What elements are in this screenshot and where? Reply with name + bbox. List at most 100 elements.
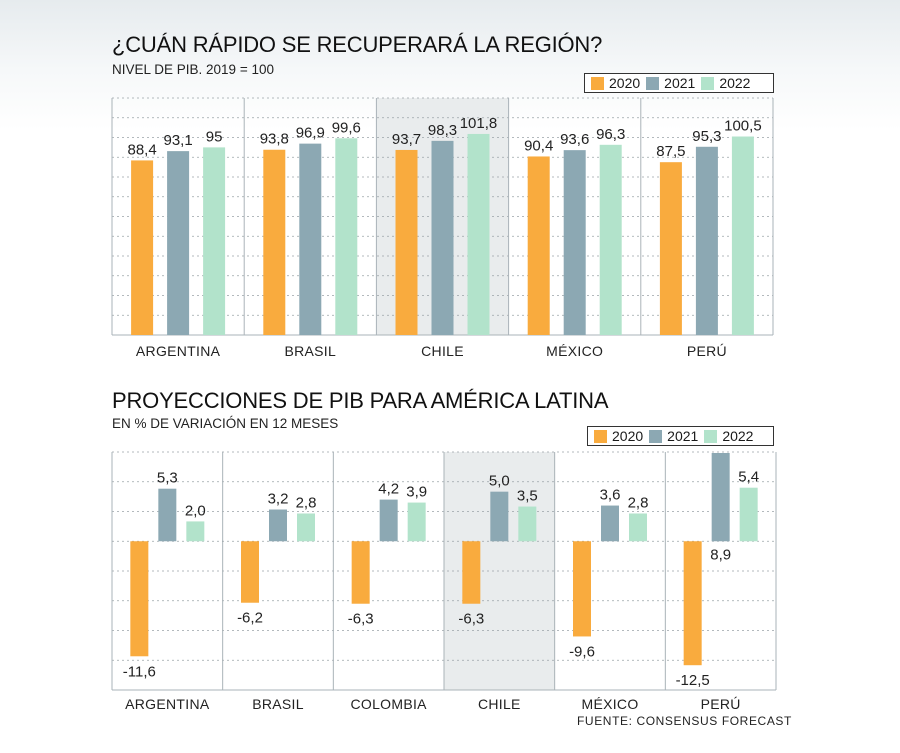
- chart1-title: ¿CUÁN RÁPIDO SE RECUPERARÁ LA REGIÓN?: [112, 32, 603, 57]
- legend-swatch-2021: [649, 429, 663, 443]
- chart2-bar-brasil-2020: [241, 541, 259, 603]
- chart1-value-label-perú-2021: 95,3: [692, 128, 721, 145]
- chart1-bar-méxico-2021: [563, 150, 586, 335]
- chart1-value-label-perú-2020: 87,5: [656, 143, 685, 160]
- chart2-bar-colombia-2022: [407, 502, 426, 542]
- chart1-value-label-argentina-2022: 95: [206, 128, 223, 145]
- chart1-subtitle: NIVEL DE PIB. 2019 = 100: [112, 62, 274, 77]
- legend-label-2022: 2022: [719, 75, 751, 91]
- chart2-bar-chile-2021: [490, 491, 509, 542]
- legend-swatch-2021: [646, 76, 660, 90]
- chart2-bar-chile-2022: [518, 506, 537, 542]
- legend-label-2021: 2021: [667, 428, 699, 444]
- chart1-bar-méxico-2022: [599, 144, 622, 335]
- chart2-bar-argentina-2022: [186, 521, 205, 542]
- chart2-category-label-méxico: MÉXICO: [581, 696, 638, 712]
- chart2-legend: 2020 2021 2022: [587, 426, 774, 446]
- chart2-bar-colombia-2020: [351, 541, 370, 604]
- chart2-subtitle: EN % DE VARIACIÓN EN 12 MESES: [112, 416, 339, 431]
- chart2-value-label-méxico-2021: 3,6: [600, 487, 621, 504]
- legend-item-2021: 2021: [649, 428, 698, 444]
- legend-label-2022: 2022: [722, 428, 754, 444]
- chart1-value-label-méxico-2022: 96,3: [596, 126, 625, 143]
- chart1-bar-brasil-2020: [263, 149, 286, 335]
- chart1-bar-chile-2020: [395, 149, 418, 335]
- chart2-value-label-colombia-2021: 4,2: [378, 481, 399, 498]
- chart1-bar-argentina-2022: [203, 147, 226, 335]
- chart1-bar-perú-2021: [695, 146, 718, 335]
- chart1-value-label-chile-2022: 101,8: [460, 115, 498, 132]
- legend-item-2020: 2020: [594, 428, 643, 444]
- chart2-bar-méxico-2022: [629, 513, 647, 542]
- chart2-value-label-brasil-2021: 3,2: [268, 491, 289, 508]
- chart1-bar-argentina-2020: [131, 160, 154, 335]
- chart2-value-label-brasil-2022: 2,8: [296, 494, 317, 511]
- legend-label-2020: 2020: [609, 75, 641, 91]
- chart2-value-label-colombia-2020: -6,3: [348, 611, 374, 628]
- chart1-value-label-brasil-2021: 96,9: [296, 125, 325, 142]
- chart1-bar-perú-2022: [731, 136, 754, 335]
- chart1-value-label-brasil-2020: 93,8: [260, 131, 289, 148]
- legend-label-2020: 2020: [612, 428, 644, 444]
- chart2-category-label-chile: CHILE: [478, 696, 521, 712]
- chart1-value-label-chile-2021: 98,3: [428, 122, 457, 139]
- legend-swatch-2022: [701, 76, 715, 90]
- chart2-value-label-chile-2021: 5,0: [489, 473, 510, 490]
- chart2-category-label-brasil: BRASIL: [252, 696, 304, 712]
- chart1-bar-argentina-2021: [167, 151, 190, 335]
- chart2-value-label-méxico-2022: 2,8: [628, 494, 649, 511]
- chart2-value-label-méxico-2020: -9,6: [569, 643, 595, 660]
- legend-item-2022: 2022: [704, 428, 753, 444]
- chart1-category-label-perú: PERÚ: [687, 343, 727, 359]
- legend-label-2021: 2021: [664, 75, 696, 91]
- chart2-value-label-argentina-2020: -11,6: [123, 663, 156, 680]
- chart2-bar-perú-2021: [711, 452, 730, 542]
- chart2-bar-argentina-2021: [158, 488, 177, 542]
- chart1-legend: 2020 2021 2022: [584, 73, 774, 93]
- legend-item-2020: 2020: [591, 75, 640, 91]
- chart2-bar-chile-2020: [462, 541, 481, 604]
- chart2-value-label-chile-2022: 3,5: [517, 488, 538, 505]
- chart1-value-label-perú-2022: 100,5: [724, 118, 762, 135]
- chart2-value-label-chile-2020: -6,3: [458, 611, 484, 628]
- chart2-category-label-perú: PERÚ: [701, 696, 741, 712]
- chart1-value-label-argentina-2021: 93,1: [163, 132, 192, 149]
- chart2-bar-argentina-2020: [130, 541, 149, 657]
- chart1-category-label-brasil: BRASIL: [284, 343, 336, 359]
- source-note: FUENTE: CONSENSUS FORECAST: [577, 714, 792, 728]
- chart2-value-label-argentina-2022: 2,0: [185, 502, 206, 519]
- chart1-value-label-méxico-2020: 90,4: [524, 137, 553, 154]
- chart2-category-label-colombia: COLOMBIA: [351, 696, 428, 712]
- chart2-title: PROYECCIONES DE PIB PARA AMÉRICA LATINA: [112, 388, 609, 413]
- chart2-bar-méxico-2020: [573, 541, 591, 637]
- chart1-value-label-méxico-2021: 93,6: [560, 131, 589, 148]
- chart2-bar-méxico-2021: [601, 505, 619, 542]
- legend-swatch-2022: [704, 429, 718, 443]
- chart2-bar-brasil-2022: [297, 513, 315, 542]
- chart2-bar-perú-2020: [683, 541, 702, 666]
- chart2-value-label-colombia-2022: 3,9: [406, 484, 427, 501]
- legend-swatch-2020: [591, 76, 604, 90]
- chart1-category-label-méxico: MÉXICO: [546, 343, 603, 359]
- chart2-bar-brasil-2021: [269, 509, 287, 542]
- chart2-bar-colombia-2021: [379, 499, 398, 542]
- chart1-bar-chile-2021: [431, 140, 454, 335]
- legend-swatch-2020: [594, 429, 607, 443]
- chart1-value-label-chile-2020: 93,7: [392, 131, 421, 148]
- chart1-bar-chile-2022: [467, 133, 490, 335]
- chart2-bar-perú-2022: [739, 487, 758, 542]
- chart2-value-label-perú-2020: -12,5: [676, 672, 710, 689]
- chart1-bar-méxico-2020: [527, 156, 550, 335]
- chart1-value-label-argentina-2020: 88,4: [127, 141, 156, 158]
- chart1-category-label-chile: CHILE: [421, 343, 464, 359]
- chart1-category-label-argentina: ARGENTINA: [136, 343, 221, 359]
- chart2-value-label-argentina-2021: 5,3: [157, 470, 178, 487]
- chart1-bar-brasil-2021: [299, 143, 322, 335]
- chart2-value-label-brasil-2020: -6,2: [237, 610, 263, 627]
- chart2-value-label-perú-2021: 8,9: [710, 546, 731, 563]
- legend-item-2021: 2021: [646, 75, 695, 91]
- chart1-bar-brasil-2022: [335, 138, 358, 335]
- legend-item-2022: 2022: [701, 75, 750, 91]
- chart1-bar-perú-2020: [659, 162, 682, 335]
